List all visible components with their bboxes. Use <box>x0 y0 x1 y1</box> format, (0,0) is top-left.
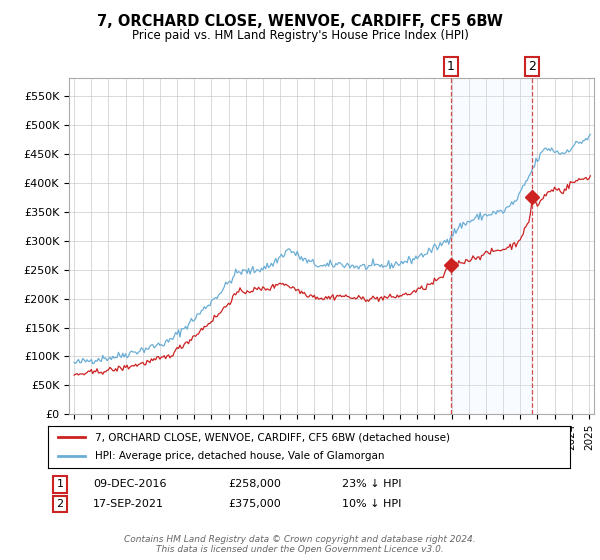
Text: 2: 2 <box>56 499 64 509</box>
Text: 23% ↓ HPI: 23% ↓ HPI <box>342 479 401 489</box>
Text: 1: 1 <box>56 479 64 489</box>
Text: 10% ↓ HPI: 10% ↓ HPI <box>342 499 401 509</box>
Text: £375,000: £375,000 <box>228 499 281 509</box>
Text: 09-DEC-2016: 09-DEC-2016 <box>93 479 167 489</box>
Text: 2: 2 <box>529 60 536 73</box>
Text: 7, ORCHARD CLOSE, WENVOE, CARDIFF, CF5 6BW (detached house): 7, ORCHARD CLOSE, WENVOE, CARDIFF, CF5 6… <box>95 432 450 442</box>
Text: Contains HM Land Registry data © Crown copyright and database right 2024.
This d: Contains HM Land Registry data © Crown c… <box>124 535 476 554</box>
Text: £258,000: £258,000 <box>228 479 281 489</box>
Bar <box>451 78 532 414</box>
Text: 1: 1 <box>446 60 455 73</box>
Text: Price paid vs. HM Land Registry's House Price Index (HPI): Price paid vs. HM Land Registry's House … <box>131 29 469 42</box>
Text: HPI: Average price, detached house, Vale of Glamorgan: HPI: Average price, detached house, Vale… <box>95 451 385 461</box>
Text: 7, ORCHARD CLOSE, WENVOE, CARDIFF, CF5 6BW: 7, ORCHARD CLOSE, WENVOE, CARDIFF, CF5 6… <box>97 14 503 29</box>
Text: 17-SEP-2021: 17-SEP-2021 <box>93 499 164 509</box>
